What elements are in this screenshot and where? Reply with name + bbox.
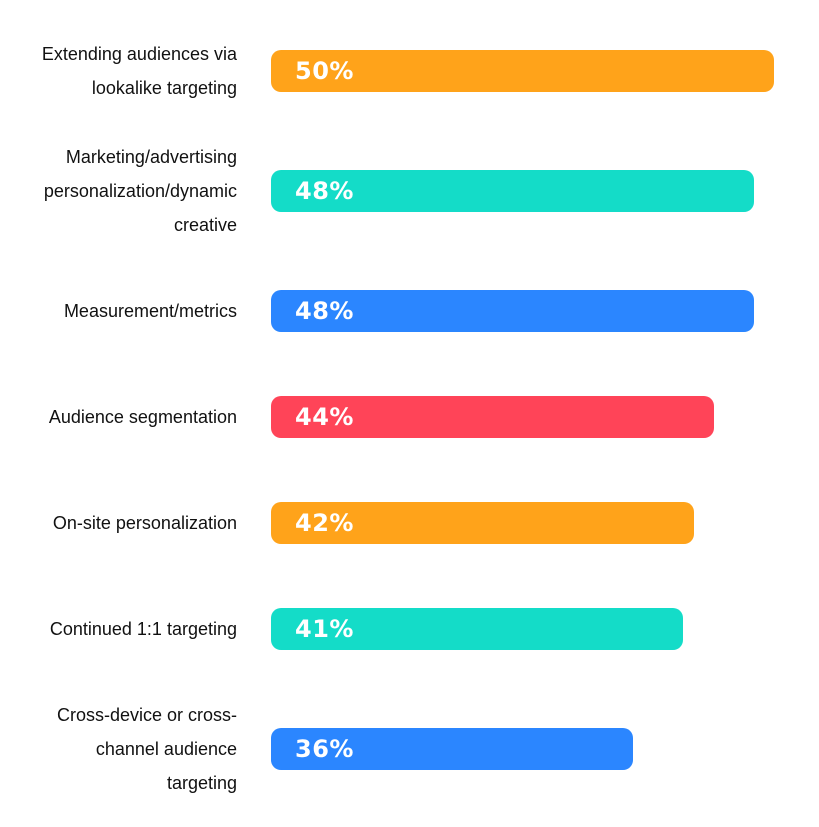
category-label: On-site personalization: [5, 506, 237, 540]
bar-value-label: 41%: [295, 615, 354, 643]
category-label: Extending audiences via lookalike targeti…: [5, 37, 237, 105]
category-label: Continued 1:1 targeting: [5, 612, 237, 646]
bar-value-label: 36%: [295, 735, 354, 763]
bar: 48%: [271, 170, 754, 212]
category-label-line: Measurement/metrics: [63, 301, 237, 321]
category-label: Measurement/metrics: [5, 294, 237, 328]
category-label-line: channel audience: [95, 739, 237, 759]
bar: 41%: [271, 608, 684, 650]
bar: 36%: [271, 728, 634, 770]
category-label: Audience segmentation: [5, 400, 237, 434]
bar-value-label: 48%: [295, 297, 354, 325]
bar: 48%: [271, 290, 754, 332]
category-label-line: Extending audiences via: [41, 44, 237, 64]
category-label-line: On-site personalization: [52, 513, 237, 533]
category-label-line: Audience segmentation: [48, 407, 237, 427]
category-label-line: lookalike targeting: [91, 78, 237, 98]
bar-value-label: 44%: [295, 403, 354, 431]
category-label-line: Continued 1:1 targeting: [49, 619, 237, 639]
category-label-line: creative: [173, 215, 237, 235]
bar-value-label: 48%: [295, 177, 354, 205]
bar-value-label: 50%: [295, 57, 354, 85]
bar-value-label: 42%: [295, 509, 354, 537]
bar: 42%: [271, 502, 694, 544]
category-label: Marketing/advertising personalization/dyn…: [5, 140, 237, 242]
category-label-line: targeting: [166, 773, 237, 793]
category-label-line: Marketing/advertising: [65, 147, 237, 167]
bar: 50%: [271, 50, 774, 92]
category-label-line: Cross-device or cross-: [56, 705, 237, 725]
bar: 44%: [271, 396, 714, 438]
category-label-line: personalization/dynamic: [43, 181, 237, 201]
category-label: Cross-device or cross-channel audience ta…: [5, 698, 237, 800]
